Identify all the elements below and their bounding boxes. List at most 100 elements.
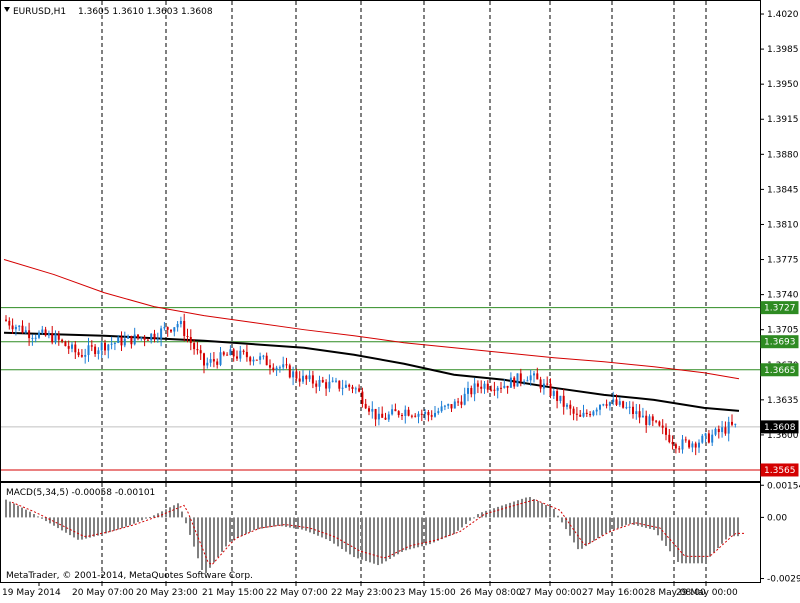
macd-bar (649, 517, 651, 529)
macd-bar (653, 517, 655, 530)
macd-bar (645, 517, 647, 528)
candle-body (394, 409, 397, 412)
candle-body (599, 404, 601, 410)
candle-body (440, 406, 443, 412)
time-tick-label: 27 May 16:00 (582, 588, 644, 598)
candle-body (348, 384, 351, 387)
candle-body (302, 375, 304, 382)
macd-bar (193, 517, 195, 547)
candle-body (104, 342, 106, 351)
candle-body (259, 356, 262, 360)
candle-body (463, 393, 466, 405)
candle-body (47, 333, 50, 336)
candle-body (5, 319, 7, 321)
macd-bar (33, 514, 35, 518)
candle-body (252, 359, 255, 362)
candle-body (262, 355, 265, 357)
candle-body (344, 384, 347, 388)
macd-bar (241, 517, 243, 536)
macd-bar (81, 517, 83, 540)
candle-body (434, 412, 436, 417)
candle-body (470, 388, 473, 395)
macd-bar (21, 507, 23, 518)
macd-bar (721, 517, 723, 544)
macd-bar (389, 517, 391, 559)
macd-bar (541, 503, 543, 518)
price-tick-label: 1.3740 (767, 291, 799, 301)
macd-bar (493, 508, 495, 518)
candle-body (513, 377, 516, 387)
candle-body (203, 353, 205, 366)
candle-body (529, 375, 532, 381)
macd-bar (205, 517, 207, 574)
macd-bar (501, 505, 503, 518)
macd-bar (101, 517, 103, 535)
macd-signal-line (11, 499, 744, 566)
macd-bar (105, 517, 107, 534)
candle-body (87, 345, 90, 356)
candle-body (608, 402, 611, 406)
macd-bar (245, 517, 247, 534)
candle-body (585, 412, 588, 414)
candle-body (285, 364, 288, 366)
macd-bar (437, 517, 439, 541)
candle-body (113, 342, 116, 344)
macd-bar (69, 517, 71, 536)
macd-bar (97, 517, 99, 536)
candle-body (186, 335, 189, 337)
candle-body (295, 371, 298, 379)
macd-bar (417, 517, 419, 548)
candle-body (417, 413, 420, 417)
macd-bar (353, 517, 355, 558)
candle-body (410, 415, 413, 417)
candle-body (54, 334, 57, 343)
candle-body (275, 367, 278, 371)
time-tick-label: 23 May 15:00 (394, 588, 456, 598)
candle-body (196, 349, 199, 351)
candle-body (483, 383, 486, 389)
macd-bar (113, 517, 115, 531)
price-tick-label: 1.3635 (767, 396, 799, 406)
macd-bar (53, 517, 55, 526)
candle-body (77, 352, 80, 356)
candle-body (222, 352, 225, 355)
candle-body (711, 434, 714, 443)
macd-bar (181, 511, 183, 518)
macd-bar (213, 517, 215, 563)
price-tick-label: 1.3810 (767, 220, 799, 230)
macd-bar (717, 517, 719, 549)
macd-bar (641, 517, 643, 527)
price-levels (1, 307, 760, 471)
candle-body (562, 395, 565, 407)
candle-body (107, 344, 110, 351)
candle-body (90, 345, 93, 347)
candle-body (371, 408, 374, 412)
candle-body (173, 327, 176, 332)
candle-body (97, 350, 100, 355)
macd-bar (409, 517, 411, 550)
candle-body (24, 330, 27, 333)
dropdown-triangle-icon[interactable] (4, 7, 10, 12)
candle-body (8, 320, 11, 326)
macd-bar (449, 517, 451, 536)
candle-body (255, 359, 258, 361)
candle-body (28, 330, 31, 339)
macd-bar (413, 517, 415, 549)
candle-body (170, 329, 172, 332)
candle-body (632, 406, 634, 415)
macd-bar (681, 517, 683, 564)
candle-body (638, 411, 641, 418)
candle-body (331, 380, 334, 382)
macd-bar (133, 517, 135, 524)
candle-body (542, 383, 545, 389)
macd-bar (293, 517, 295, 529)
price-tick-label: 1.4020 (767, 10, 799, 20)
candle-body (74, 344, 77, 353)
candle-body (668, 434, 671, 443)
macd-bar (157, 513, 159, 518)
candle-body (137, 334, 139, 338)
candle-body (305, 375, 308, 380)
macd-bar (621, 517, 623, 527)
